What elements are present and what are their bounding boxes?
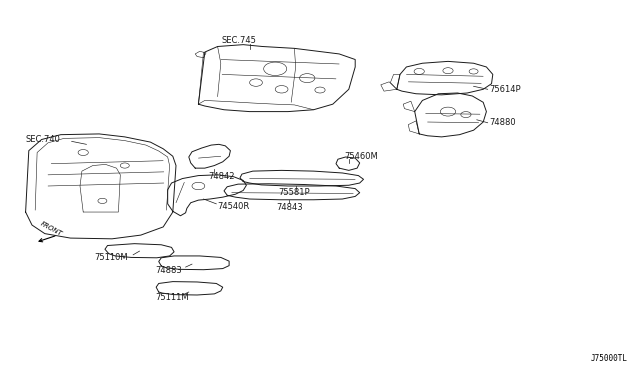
Text: 75581P: 75581P	[278, 188, 310, 197]
Text: 75460M: 75460M	[344, 152, 378, 161]
Text: SEC.745: SEC.745	[221, 36, 256, 45]
Text: 74880: 74880	[490, 118, 516, 127]
Text: 74842: 74842	[208, 172, 234, 181]
Text: 74843: 74843	[276, 203, 303, 212]
Text: 74540R: 74540R	[218, 202, 250, 211]
Text: SEC.740: SEC.740	[26, 135, 60, 144]
Text: FRONT: FRONT	[40, 221, 63, 237]
Text: J75000TL: J75000TL	[590, 354, 627, 363]
Text: 75614P: 75614P	[490, 85, 521, 94]
Text: 75110M: 75110M	[95, 253, 129, 262]
Text: 75111M: 75111M	[156, 293, 189, 302]
Text: 74883: 74883	[156, 266, 182, 275]
